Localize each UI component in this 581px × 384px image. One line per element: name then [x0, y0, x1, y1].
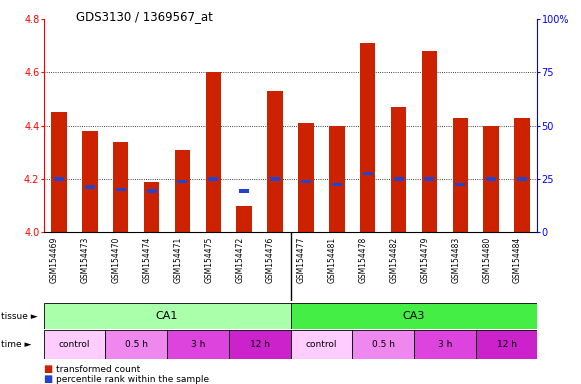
Bar	[54, 177, 64, 181]
Bar	[363, 172, 372, 175]
Text: 12 h: 12 h	[497, 340, 517, 349]
Text: GSM154470: GSM154470	[112, 237, 121, 283]
Bar	[393, 177, 404, 181]
Bar	[167, 330, 229, 359]
Bar	[105, 330, 167, 359]
Text: GSM154484: GSM154484	[513, 237, 522, 283]
Text: GSM154471: GSM154471	[174, 237, 182, 283]
Text: ■: ■	[44, 374, 53, 384]
Bar	[483, 126, 499, 232]
Bar	[144, 182, 159, 232]
Text: ■: ■	[44, 364, 53, 374]
Text: control: control	[59, 340, 90, 349]
Text: GSM154480: GSM154480	[482, 237, 491, 283]
Bar	[352, 330, 414, 359]
Text: GDS3130 / 1369567_at: GDS3130 / 1369567_at	[76, 10, 213, 23]
Text: GSM154469: GSM154469	[50, 237, 59, 283]
Bar	[391, 107, 406, 232]
Bar	[82, 131, 98, 232]
Bar	[209, 177, 218, 181]
Bar	[206, 73, 221, 232]
Bar	[236, 206, 252, 232]
Text: transformed count: transformed count	[56, 365, 141, 374]
Bar	[360, 43, 375, 232]
Bar	[422, 51, 437, 232]
Bar	[177, 180, 188, 184]
Bar	[175, 150, 190, 232]
Bar	[270, 177, 280, 181]
Text: control: control	[306, 340, 337, 349]
Bar	[85, 185, 95, 189]
Text: GSM154477: GSM154477	[297, 237, 306, 283]
Bar	[301, 180, 311, 184]
Text: 0.5 h: 0.5 h	[125, 340, 148, 349]
Text: 3 h: 3 h	[437, 340, 452, 349]
Bar	[44, 303, 290, 329]
Bar	[113, 142, 128, 232]
Text: GSM154478: GSM154478	[358, 237, 368, 283]
Text: percentile rank within the sample: percentile rank within the sample	[56, 375, 210, 384]
Bar	[476, 330, 537, 359]
Text: GSM154474: GSM154474	[142, 237, 152, 283]
Text: GSM154483: GSM154483	[451, 237, 460, 283]
Text: 3 h: 3 h	[191, 340, 205, 349]
Text: GSM154473: GSM154473	[81, 237, 90, 283]
Bar	[44, 330, 105, 359]
Text: time ►: time ►	[1, 340, 31, 349]
Text: GSM154476: GSM154476	[266, 237, 275, 283]
Bar	[486, 177, 496, 181]
Text: tissue ►: tissue ►	[1, 311, 38, 321]
Bar	[517, 177, 527, 181]
Bar	[514, 118, 530, 232]
Bar	[51, 113, 67, 232]
Bar	[424, 177, 435, 181]
Text: CA3: CA3	[403, 311, 425, 321]
Text: GSM154481: GSM154481	[328, 237, 337, 283]
Bar	[453, 118, 468, 232]
Bar	[229, 330, 290, 359]
Text: 12 h: 12 h	[250, 340, 270, 349]
Bar	[456, 183, 465, 186]
Bar	[290, 303, 537, 329]
Text: GSM154482: GSM154482	[389, 237, 399, 283]
Text: GSM154475: GSM154475	[205, 237, 213, 283]
Text: GSM154479: GSM154479	[421, 237, 429, 283]
Bar	[414, 330, 476, 359]
Bar	[290, 330, 352, 359]
Bar	[332, 183, 342, 186]
Bar	[329, 126, 345, 232]
Bar	[239, 189, 249, 193]
Text: CA1: CA1	[156, 311, 178, 321]
Text: 0.5 h: 0.5 h	[372, 340, 394, 349]
Text: GSM154472: GSM154472	[235, 237, 244, 283]
Bar	[146, 189, 157, 193]
Bar	[298, 123, 314, 232]
Bar	[267, 91, 283, 232]
Bar	[116, 188, 125, 192]
